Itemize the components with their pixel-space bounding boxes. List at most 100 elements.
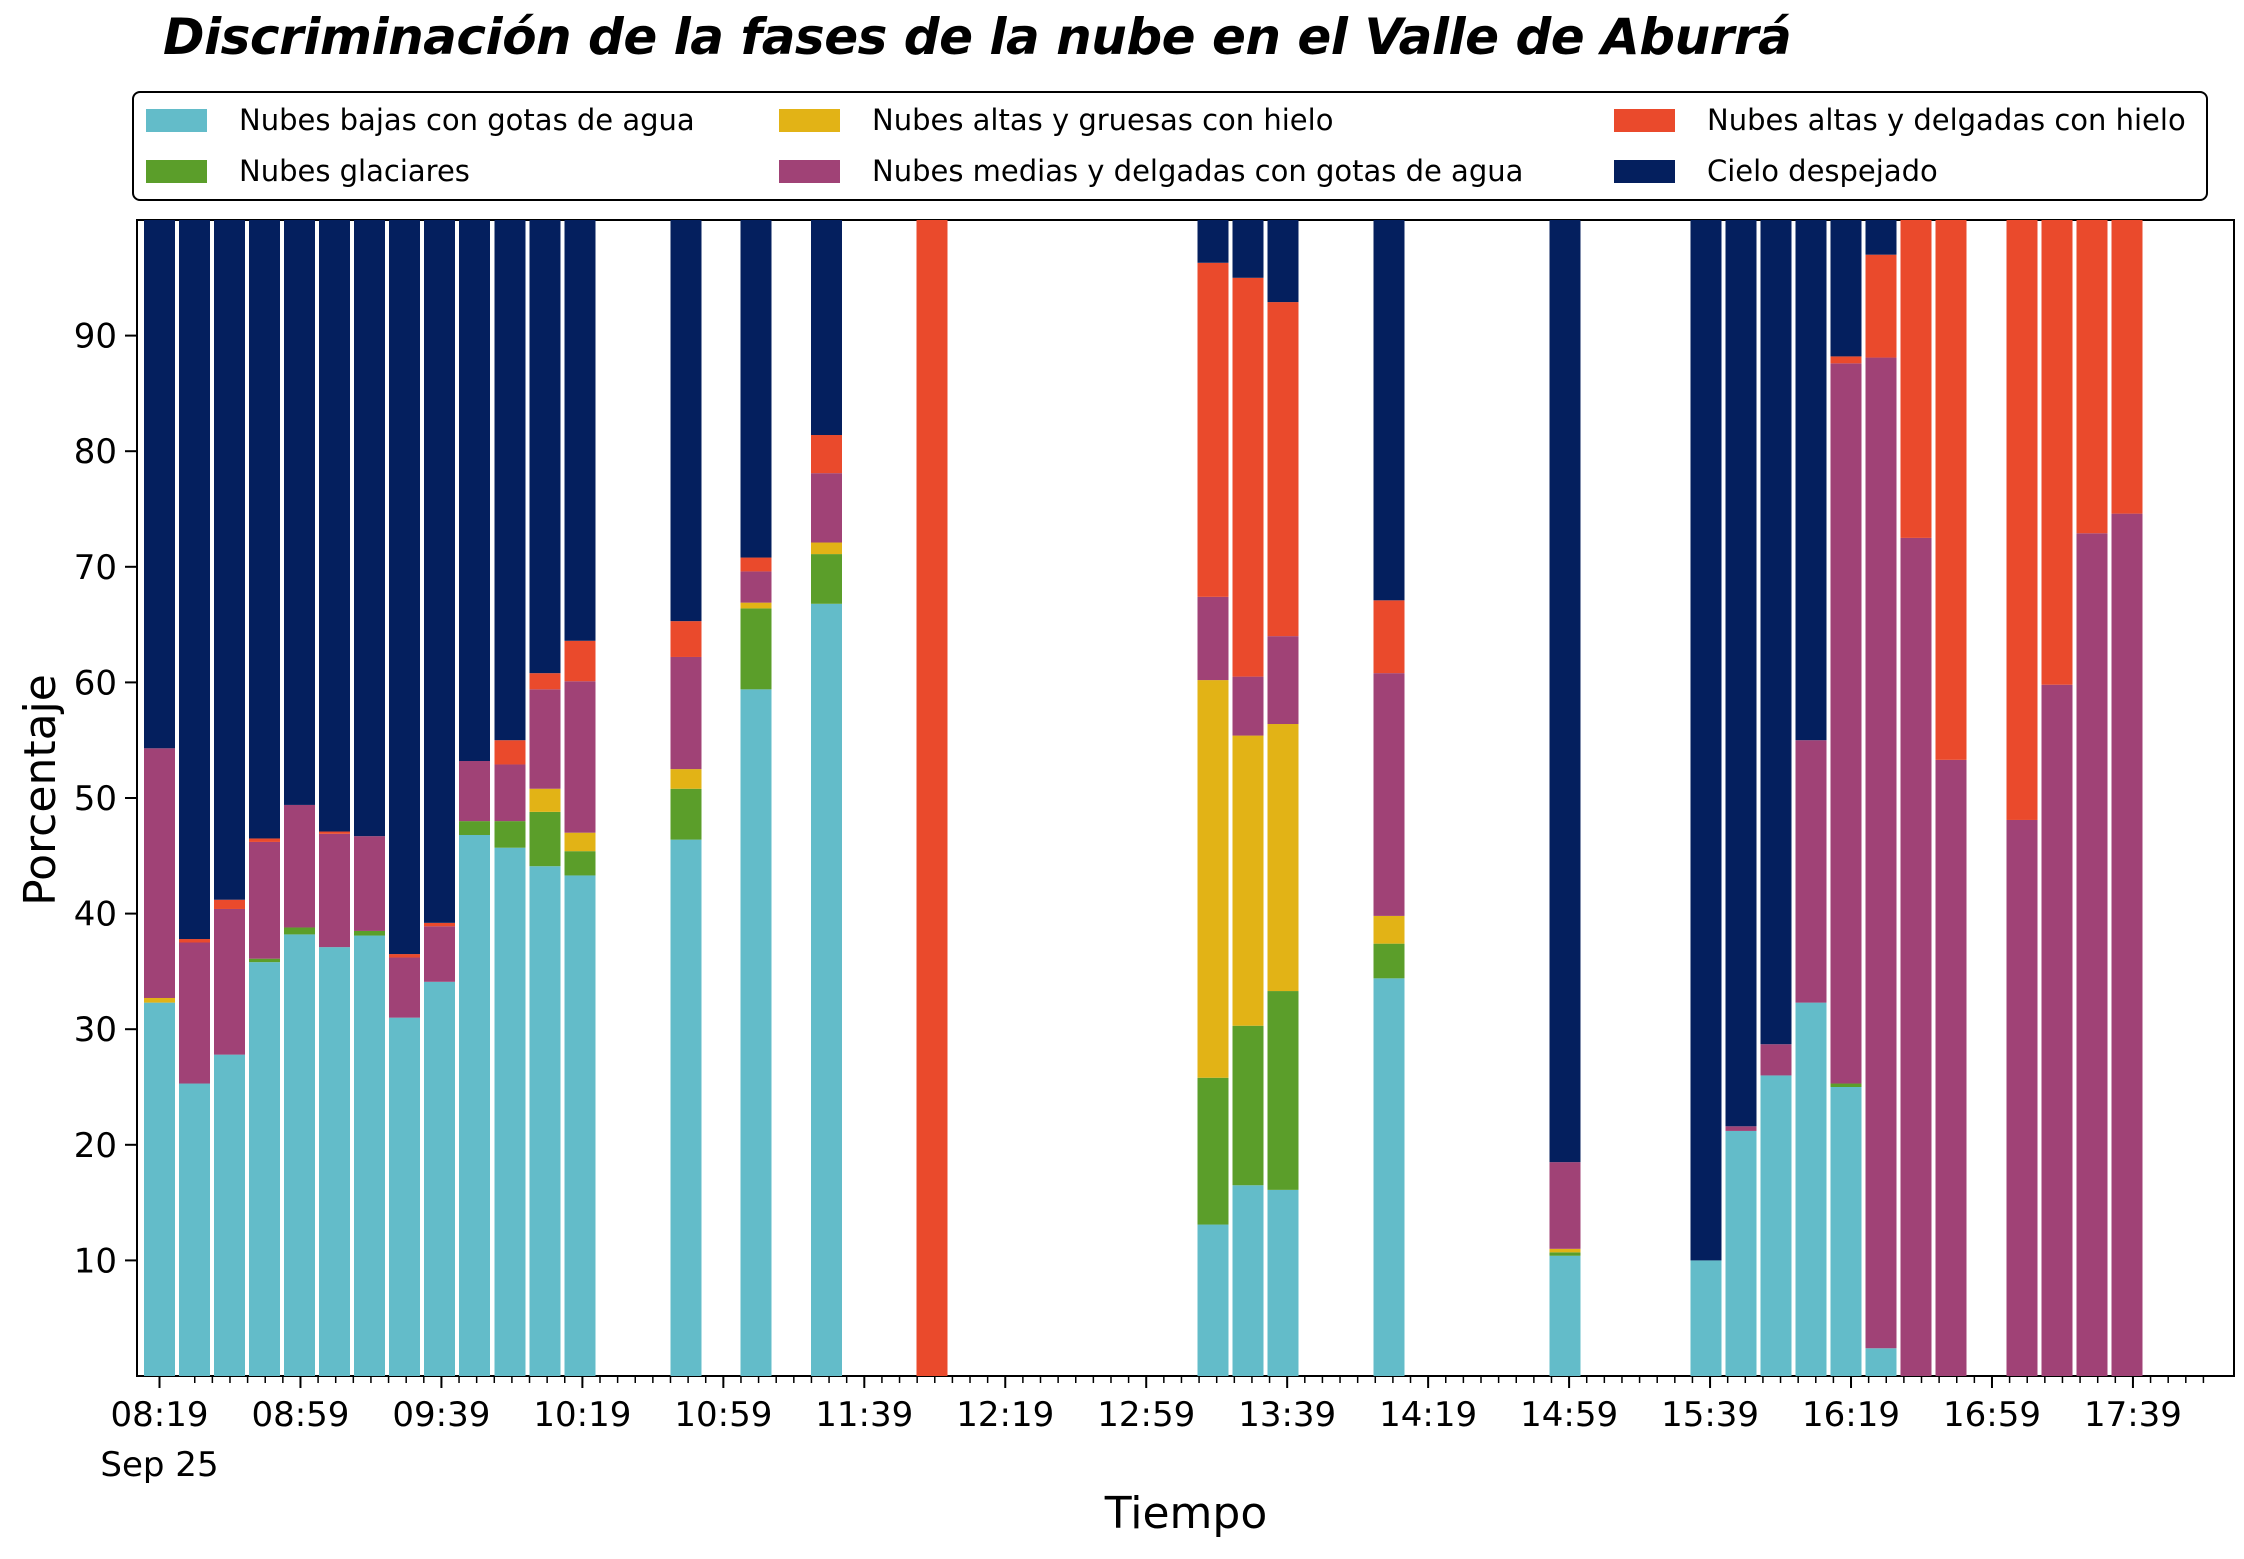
bar-segment	[319, 220, 350, 832]
legend-label: Cielo despejado	[1707, 154, 1938, 188]
bar-stack	[354, 220, 385, 1376]
bar-stack	[670, 220, 702, 1376]
x-tick-label: 12:19	[956, 1395, 1054, 1435]
bar-segment	[284, 927, 315, 935]
x-axis-label: Tiempo	[1104, 1488, 1268, 1539]
x-tick-label: 11:39	[815, 1395, 913, 1435]
y-tick-label: 20	[74, 1126, 117, 1166]
bar-segment	[670, 220, 702, 622]
bar-segment	[1373, 943, 1405, 979]
bar-segment	[811, 542, 842, 555]
bar-segment	[1865, 220, 1897, 255]
bar-segment	[354, 930, 385, 936]
bar-segment	[1197, 220, 1229, 263]
bar-segment	[1232, 735, 1264, 1026]
bar-stack	[1267, 220, 1299, 1376]
bar-stack	[459, 220, 490, 1376]
bar-segment	[1830, 356, 1862, 364]
x-tick-label: 15:39	[1661, 1395, 1759, 1435]
bar-segment	[2076, 220, 2108, 534]
bar-segment	[1725, 1130, 1757, 1376]
bar-segment	[1935, 220, 1967, 760]
legend-swatch	[146, 159, 207, 183]
bar-segment	[564, 681, 596, 833]
bar-segment	[740, 602, 772, 609]
bar-stack	[2006, 220, 2038, 1376]
bar-stack	[1549, 220, 1581, 1376]
bar-segment	[1795, 1002, 1827, 1376]
bar-segment	[249, 962, 280, 1376]
x-tick-label: 13:39	[1238, 1395, 1336, 1435]
y-tick-label: 30	[74, 1010, 117, 1050]
bar-stack	[916, 220, 948, 1376]
bar-segment	[179, 939, 210, 943]
bar-stack	[494, 220, 526, 1376]
bar-stack	[811, 220, 842, 1376]
legend-label: Nubes bajas con gotas de agua	[239, 103, 695, 137]
bar-segment	[319, 833, 350, 948]
x-tick-label: 08:59	[251, 1395, 349, 1435]
bar-segment	[2111, 220, 2143, 514]
bar-stack	[564, 220, 596, 1376]
legend-label: Nubes altas y gruesas con hielo	[872, 103, 1334, 137]
bar-segment	[1830, 220, 1862, 357]
bar-segment	[424, 981, 455, 1376]
bar-segment	[1373, 673, 1405, 916]
bar-stack	[214, 220, 245, 1376]
bar-stack	[284, 220, 315, 1376]
bar-segment	[670, 656, 702, 770]
bar-segment	[1690, 220, 1722, 1261]
legend-item-5: Cielo despejado	[1614, 151, 1938, 191]
bar-segment	[494, 220, 526, 741]
bar-segment	[1267, 1189, 1299, 1376]
bar-stack	[1690, 220, 1722, 1376]
bar-segment	[811, 435, 842, 474]
bar-stack	[529, 220, 561, 1376]
bar-segment	[670, 769, 702, 789]
bar-segment	[564, 832, 596, 852]
bar-segment	[424, 926, 455, 982]
bar-stack	[1935, 220, 1967, 1376]
bar-segment	[424, 922, 455, 927]
bar-segment	[1267, 991, 1299, 1190]
bar-segment	[811, 603, 842, 1376]
bar-segment	[319, 947, 350, 1376]
y-tick-label: 10	[74, 1241, 117, 1281]
bar-segment	[389, 957, 420, 1018]
bar-stack	[740, 220, 772, 1376]
bar-segment	[494, 740, 526, 765]
bar-segment	[284, 804, 315, 928]
bar-segment	[2006, 819, 2038, 1376]
bar-segment	[1830, 363, 1862, 1084]
bar-segment	[529, 866, 561, 1376]
bar-segment	[1760, 220, 1792, 1045]
bar-segment	[564, 640, 596, 682]
x-tick-label: 16:59	[1943, 1395, 2041, 1435]
x-date-label: Sep 25	[100, 1445, 218, 1485]
y-tick-label: 80	[74, 432, 117, 472]
bar-segment	[284, 220, 315, 805]
y-tick-label: 90	[74, 317, 117, 357]
bar-stack	[1830, 220, 1862, 1376]
bar-segment	[144, 1002, 175, 1376]
bar-segment	[811, 473, 842, 543]
bar-segment	[2111, 513, 2143, 1376]
bar-stack	[249, 220, 280, 1376]
legend-swatch	[1614, 159, 1675, 183]
x-tick-label: 16:19	[1802, 1395, 1900, 1435]
bar-segment	[389, 1017, 420, 1376]
bar-segment	[1373, 600, 1405, 674]
bar-segment	[1549, 1248, 1581, 1253]
bar-segment	[1549, 220, 1581, 1163]
bar-segment	[740, 608, 772, 690]
bar-segment	[1935, 759, 1967, 1376]
legend-swatch	[779, 108, 840, 132]
bar-segment	[1865, 357, 1897, 1349]
bar-segment	[564, 220, 596, 641]
bar-segment	[494, 764, 526, 822]
bar-segment	[740, 571, 772, 603]
bar-stack	[1373, 220, 1405, 1376]
bar-segment	[179, 220, 210, 940]
y-tick-label: 70	[74, 548, 117, 588]
